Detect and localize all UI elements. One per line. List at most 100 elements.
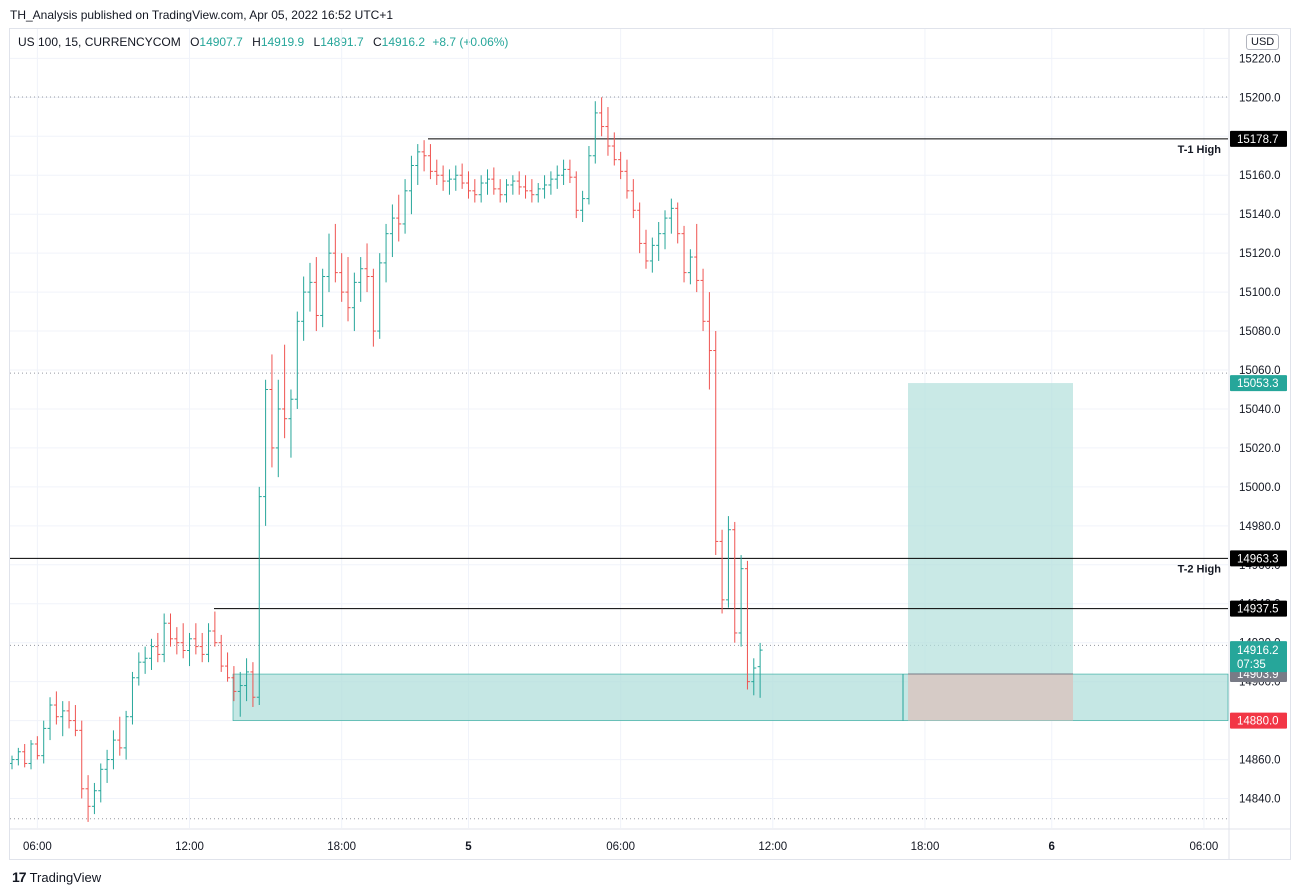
price-tick-label: 15040.0 <box>1239 404 1281 416</box>
ohlc-bar <box>370 268 376 347</box>
ohlc-bar <box>624 159 630 199</box>
currency-badge[interactable]: USD <box>1246 34 1280 50</box>
ohlc-bar <box>168 613 173 647</box>
close-value: 14916.2 <box>381 35 426 49</box>
ohlc-bar <box>504 179 510 203</box>
ohlc-bar <box>687 249 693 285</box>
stop-price-tag-bg <box>1230 712 1287 729</box>
target-price-tag-bg <box>1230 375 1287 392</box>
ohlc-bar <box>180 623 186 659</box>
ohlc-bar <box>453 165 459 191</box>
ohlc-bar <box>22 743 28 768</box>
last-price-tag: 14916.2 <box>1237 645 1279 657</box>
ohlc-bar <box>15 747 21 766</box>
ohlc-bar <box>675 202 681 244</box>
ohlc-bar <box>237 671 243 717</box>
ohlc-bar <box>713 331 719 556</box>
ohlc-bar <box>434 159 440 185</box>
ohlc-bar <box>554 165 560 189</box>
ohlc-bar <box>129 671 135 725</box>
ohlc-bar <box>155 632 161 663</box>
ohlc-bar <box>725 516 731 608</box>
ohlc-bar <box>738 555 744 647</box>
time-tick-label: 06:00 <box>23 841 52 853</box>
ohlc-bar <box>28 740 34 770</box>
target-price-tag: 15053.3 <box>1237 378 1279 390</box>
ohlc-bar <box>440 165 446 191</box>
ohlc-bar <box>567 159 573 184</box>
price-tick-label: 15220.0 <box>1239 53 1281 65</box>
ohlc-bar <box>548 171 554 195</box>
ohlc-bar <box>637 202 643 254</box>
ohlc-bar <box>250 662 256 707</box>
ohlc-bar <box>339 253 345 302</box>
published-header: TH_Analysis published on TradingView.com… <box>10 8 394 22</box>
ohlc-bar <box>523 175 529 199</box>
ohlc-bar <box>383 223 389 283</box>
price-tick-label: 15140.0 <box>1239 209 1281 221</box>
ohlc-bar <box>231 666 237 702</box>
ohlc-bar <box>592 101 598 164</box>
ohlc-bar <box>542 175 548 199</box>
symbol-name[interactable]: US 100, 15, CURRENCYCOM <box>18 35 181 49</box>
time-tick-label: 06:00 <box>1190 841 1219 853</box>
change-value: +8.7 (+0.06%) <box>432 35 509 49</box>
ohlc-bar <box>60 701 66 737</box>
ohlc-bar <box>358 257 364 302</box>
ohlc-bar <box>516 171 522 195</box>
bar-countdown: 07:35 <box>1237 659 1266 671</box>
price-tick-label: 14840.0 <box>1239 794 1281 806</box>
ohlc-bar <box>269 354 275 468</box>
ohlc-bar <box>402 179 408 234</box>
price-tick-label: 15000.0 <box>1239 482 1281 494</box>
price-tick-label: 15020.0 <box>1239 443 1281 455</box>
ohlc-bar <box>174 627 180 655</box>
tradingview-logo-icon: 17 <box>12 869 27 885</box>
time-tick-label: 18:00 <box>327 841 356 853</box>
ohlc-bar <box>751 658 757 696</box>
level-price-tag-bg <box>1230 550 1287 567</box>
price-tick-label: 15060.0 <box>1239 365 1281 377</box>
ohlc-bar <box>275 379 281 478</box>
ohlc-bar <box>332 223 338 283</box>
ohlc-bar <box>193 623 199 655</box>
ohlc-bar <box>719 529 725 614</box>
ohlc-bar <box>320 268 326 328</box>
level-price-tag: 14937.5 <box>1237 604 1279 616</box>
ohlc-bar <box>136 652 142 686</box>
ohlc-bar <box>85 775 91 822</box>
ohlc-bar <box>605 107 611 156</box>
stop-price-tag: 14880.0 <box>1237 716 1279 728</box>
tradingview-brand[interactable]: TradingView <box>29 869 102 885</box>
ohlc-bar <box>72 705 78 737</box>
ohlc-bar <box>694 223 700 293</box>
ohlc-bar <box>732 521 738 643</box>
ohlc-bar <box>256 486 262 706</box>
ohlc-bar <box>427 144 433 180</box>
close-label: C <box>372 35 382 49</box>
ohlc-bar <box>199 632 205 663</box>
ohlc-bar <box>465 171 471 199</box>
high-label: H <box>252 35 261 49</box>
ohlc-bar <box>263 379 269 526</box>
ohlc-bar <box>117 716 123 756</box>
ohlc-bar <box>79 720 85 799</box>
ohlc-bar <box>301 276 307 341</box>
ohlc-bar <box>573 171 579 219</box>
price-tick-label: 14860.0 <box>1239 755 1281 767</box>
ohlc-bar <box>294 311 300 409</box>
ohlc-bar <box>161 613 167 663</box>
ohlc-bar <box>91 782 97 815</box>
ohlc-bar <box>377 253 383 339</box>
open-value: 14907.7 <box>199 35 243 49</box>
ohlc-bar <box>415 144 421 185</box>
ohlc-bar <box>700 268 706 332</box>
ohlc-bar <box>599 97 605 137</box>
ohlc-bar <box>98 763 104 803</box>
price-tick-label: 15080.0 <box>1239 326 1281 338</box>
ohlc-bar <box>757 642 763 698</box>
ohlc-bar <box>123 710 129 760</box>
ohlc-bar <box>586 146 592 205</box>
time-tick-label: 6 <box>1049 841 1055 853</box>
